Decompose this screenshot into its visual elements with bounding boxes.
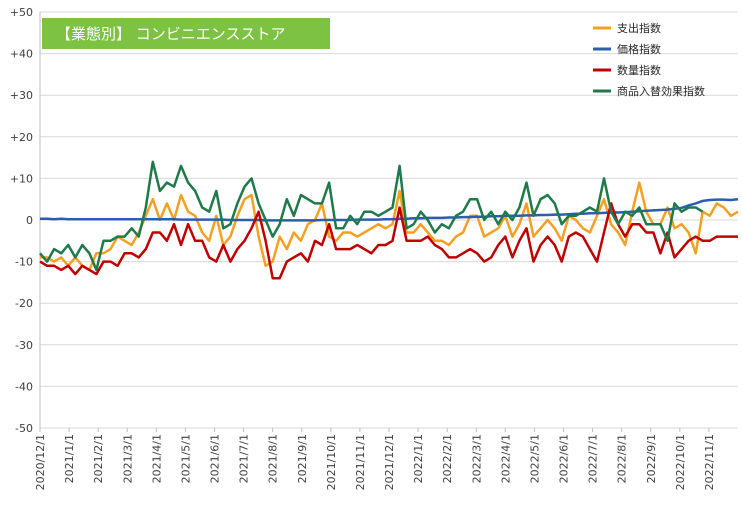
- y-tick-label: -50: [15, 422, 33, 435]
- x-tick-label: 2022/4/1: [499, 434, 512, 483]
- chart-title-box: 【業態別】 コンビニエンスストア: [42, 18, 330, 49]
- x-tick-label: 2020/12/1: [34, 434, 47, 490]
- y-tick-label: +20: [10, 131, 33, 144]
- x-tick-label: 2022/3/1: [470, 434, 483, 483]
- x-tick-label: 2021/1/1: [63, 434, 76, 483]
- legend-label: 商品入替効果指数: [617, 84, 705, 98]
- x-tick-label: 2022/8/1: [616, 434, 629, 483]
- series-line-2: [40, 197, 739, 222]
- x-tick-label: 2022/7/1: [587, 434, 600, 483]
- x-tick-label: 2022/1/1: [412, 434, 425, 483]
- x-tick-label: 2021/12/1: [383, 434, 396, 490]
- x-tick-label: 2022/6/1: [558, 434, 571, 483]
- series-lines: [39, 160, 739, 280]
- legend-label: 支出指数: [617, 21, 661, 35]
- y-tick-label: -30: [15, 339, 33, 352]
- y-tick-label: -20: [15, 297, 33, 310]
- x-tick-label: 2021/9/1: [296, 434, 309, 483]
- y-tick-label: -10: [15, 256, 33, 269]
- x-tick-label: 2021/10/1: [325, 434, 338, 490]
- series-line-3: [39, 202, 738, 280]
- y-tick-label: +50: [10, 6, 33, 19]
- x-tick-label: 2022/2/1: [441, 434, 454, 483]
- series-line-4: [39, 160, 704, 272]
- y-tick-label: 0: [26, 214, 33, 227]
- y-tick-label: +30: [10, 89, 33, 102]
- y-tick-label: -40: [15, 380, 33, 393]
- y-tick-label: +40: [10, 48, 33, 61]
- series-line-1: [40, 181, 739, 272]
- x-axis: 2020/12/1 2021/1/1 2021/2/1 2021/3/1 2021/4/…: [34, 428, 716, 490]
- x-tick-label: 2022/5/1: [528, 434, 541, 483]
- legend-label: 数量指数: [617, 63, 661, 77]
- y-axis: +50 +40 +30 +20 +10 0 -10 -20 -30 -40 -50: [10, 6, 41, 435]
- x-tick-label: 2021/3/1: [121, 434, 134, 483]
- x-tick-label: 2021/8/1: [267, 434, 280, 483]
- x-tick-label: 2022/11/1: [703, 434, 716, 490]
- x-tick-label: 2021/6/1: [209, 434, 222, 483]
- x-tick-label: 2021/4/1: [150, 434, 163, 483]
- x-tick-label: 2021/2/1: [92, 434, 105, 483]
- x-tick-label: 2022/10/1: [674, 434, 687, 490]
- title-background: [42, 18, 330, 49]
- chart-title: 【業態別】 コンビニエンスストア: [56, 25, 285, 43]
- x-tick-label: 2022/9/1: [645, 434, 658, 483]
- x-tick-label: 2021/5/1: [179, 434, 192, 483]
- x-tick-label: 2021/11/1: [354, 434, 367, 490]
- x-tick-label: 2021/7/1: [238, 434, 251, 483]
- legend-label: 価格指数: [617, 42, 661, 56]
- y-tick-label: +10: [10, 172, 33, 185]
